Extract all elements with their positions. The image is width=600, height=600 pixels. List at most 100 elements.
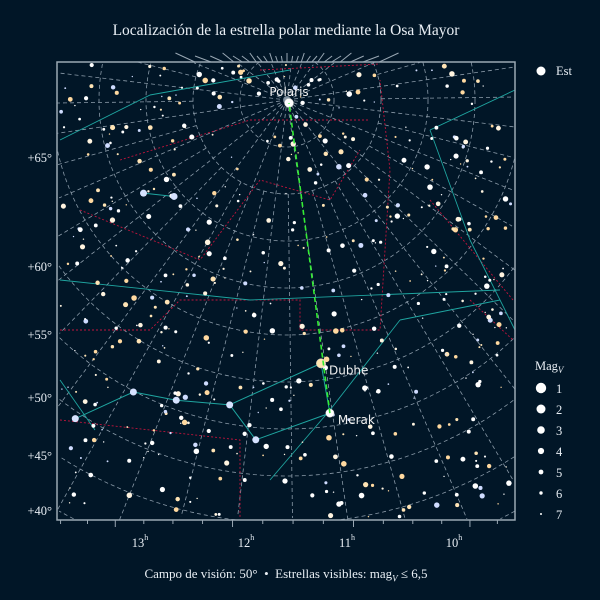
dec-circle xyxy=(145,62,429,242)
star xyxy=(480,344,483,347)
star xyxy=(292,220,296,225)
star xyxy=(493,215,499,220)
star xyxy=(110,85,116,90)
star xyxy=(202,77,209,84)
star xyxy=(455,417,459,422)
star xyxy=(318,134,322,139)
star xyxy=(125,258,130,263)
star xyxy=(297,244,299,247)
star xyxy=(164,299,170,305)
star xyxy=(454,135,459,141)
star xyxy=(471,417,476,422)
dec-circle xyxy=(58,336,514,430)
star xyxy=(147,450,149,453)
star xyxy=(136,324,138,327)
dec-circle xyxy=(58,510,515,520)
star xyxy=(101,428,103,431)
legend-mag-marker xyxy=(539,491,543,495)
star xyxy=(363,99,366,102)
star xyxy=(376,352,379,354)
star xyxy=(340,243,345,248)
star xyxy=(206,428,211,434)
star xyxy=(299,323,305,329)
star xyxy=(175,391,181,397)
star xyxy=(325,236,328,238)
top-tick-mark xyxy=(263,55,269,63)
ra-tick: 13h xyxy=(132,533,149,550)
star xyxy=(413,397,415,399)
star xyxy=(60,203,66,209)
star xyxy=(310,493,315,498)
star xyxy=(196,367,200,371)
ra-line xyxy=(238,63,288,101)
star xyxy=(172,273,175,276)
visible-sub: V xyxy=(392,573,398,584)
star xyxy=(431,248,437,255)
star xyxy=(152,187,156,191)
top-tick-mark xyxy=(331,55,342,63)
star xyxy=(237,64,241,68)
star xyxy=(460,456,466,462)
star xyxy=(482,257,485,260)
star xyxy=(421,317,424,319)
star xyxy=(215,204,219,208)
star-alioth xyxy=(172,396,180,404)
star xyxy=(300,286,304,290)
constellation-segment xyxy=(176,399,230,406)
star xyxy=(494,326,496,329)
star xyxy=(193,442,198,448)
star xyxy=(181,419,188,426)
star xyxy=(211,448,216,453)
star xyxy=(214,513,218,516)
top-tick-mark xyxy=(295,55,299,63)
star-dubhe xyxy=(316,358,326,369)
star xyxy=(157,453,160,456)
legend-marker xyxy=(536,66,546,76)
star xyxy=(395,203,401,208)
constellation-segment xyxy=(75,391,134,420)
ra-line xyxy=(58,99,288,199)
star xyxy=(203,381,209,386)
star xyxy=(411,167,414,170)
ra-line xyxy=(59,167,222,334)
star xyxy=(102,127,106,131)
star xyxy=(83,96,89,101)
star xyxy=(460,90,465,95)
star xyxy=(120,266,124,269)
star xyxy=(173,148,176,151)
star xyxy=(288,135,293,140)
axis-ticks xyxy=(60,52,498,527)
star xyxy=(162,66,166,71)
star xyxy=(96,401,99,404)
star xyxy=(509,202,513,206)
star xyxy=(371,431,375,436)
top-tick-mark xyxy=(269,52,274,63)
star xyxy=(479,170,483,175)
star xyxy=(203,291,208,296)
star xyxy=(266,139,269,143)
star xyxy=(218,476,223,481)
star xyxy=(358,492,365,499)
ra-line xyxy=(334,180,514,481)
star xyxy=(230,354,234,357)
star xyxy=(256,91,262,96)
star xyxy=(505,466,507,468)
star xyxy=(435,201,441,207)
star xyxy=(143,456,145,459)
star xyxy=(342,433,345,436)
star xyxy=(178,204,183,208)
star xyxy=(426,279,429,282)
star xyxy=(196,197,198,200)
ra-line xyxy=(60,72,288,101)
star xyxy=(395,84,399,88)
top-tick-mark xyxy=(339,52,352,63)
star xyxy=(490,160,493,163)
star-label: Dubhe xyxy=(329,363,368,377)
star xyxy=(238,69,244,75)
star xyxy=(67,386,69,389)
star xyxy=(387,490,390,492)
star xyxy=(444,351,450,357)
star xyxy=(124,124,129,130)
star xyxy=(252,386,255,389)
star xyxy=(174,330,178,334)
